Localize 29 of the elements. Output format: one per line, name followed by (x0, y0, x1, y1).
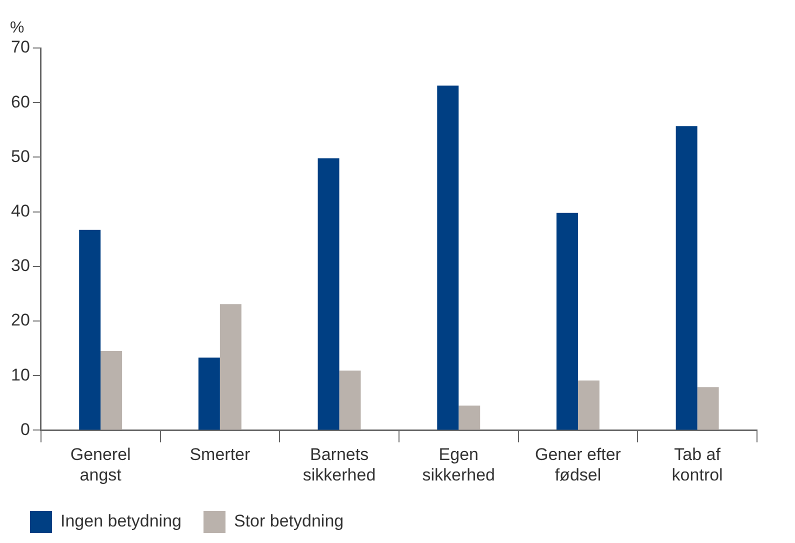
y-tick-label: 20 (10, 310, 30, 330)
legend-label: Stor betydning (234, 512, 344, 531)
bar (458, 406, 480, 430)
bar (79, 230, 101, 430)
x-tick-label: Barnets sikkerhed (302, 445, 376, 484)
y-axis-title: % (10, 19, 24, 36)
bar (100, 351, 122, 430)
bar (676, 126, 698, 430)
y-tick-label: 40 (10, 201, 30, 220)
bar (339, 370, 361, 430)
bar (198, 358, 220, 430)
bar (578, 380, 600, 430)
legend-label: Ingen betydning (60, 512, 182, 531)
bar (220, 304, 242, 430)
x-tick-label: Egen sikkerhed (422, 445, 496, 484)
y-tick-label: 0 (20, 420, 30, 439)
x-tick-label: Smerter (190, 445, 250, 464)
bar (697, 387, 719, 430)
bar (556, 212, 578, 430)
y-tick-label: 30 (10, 256, 30, 276)
x-tick-label: Tab af kontrol (672, 445, 723, 484)
y-tick-label: 70 (10, 38, 30, 57)
y-tick-label: 50 (10, 146, 30, 166)
bar (437, 86, 459, 430)
bar (318, 158, 340, 430)
y-tick-label: 10 (10, 365, 30, 384)
y-tick-label: 60 (10, 92, 30, 112)
x-tick-label: Generel angst (70, 445, 131, 484)
x-tick-label: Gener efter fødsel (534, 445, 622, 484)
